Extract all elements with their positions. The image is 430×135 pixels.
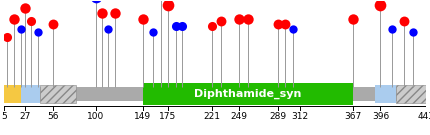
Text: 56: 56 [48, 112, 59, 122]
Text: 249: 249 [230, 112, 248, 122]
Text: 367: 367 [344, 112, 361, 122]
Bar [4, 87, 426, 101]
Point [111, 12, 118, 14]
Text: 221: 221 [204, 112, 221, 122]
Point [10, 17, 17, 20]
Point [274, 23, 281, 25]
Point [172, 25, 179, 28]
Point [28, 20, 35, 22]
Point [105, 28, 112, 30]
Text: 27: 27 [20, 112, 31, 122]
Bar [143, 83, 353, 105]
Point [4, 36, 11, 38]
Text: 396: 396 [372, 112, 389, 122]
Point [17, 28, 24, 30]
Point [22, 7, 29, 9]
Point [179, 25, 186, 28]
Point [217, 20, 224, 22]
Point [289, 28, 296, 30]
Bar [375, 85, 396, 103]
Point [139, 17, 146, 20]
Point [164, 4, 171, 6]
Text: Diphthamide_syn: Diphthamide_syn [194, 89, 301, 99]
Text: 443: 443 [417, 112, 430, 122]
Point [50, 23, 57, 25]
Point [236, 17, 243, 20]
Bar [21, 85, 40, 103]
Text: 149: 149 [134, 112, 151, 122]
Point [99, 12, 106, 14]
Text: 175: 175 [159, 112, 176, 122]
Point [410, 31, 417, 33]
Text: 312: 312 [291, 112, 308, 122]
Bar [4, 85, 21, 103]
Point [282, 23, 289, 25]
Point [150, 31, 157, 33]
Text: 289: 289 [269, 112, 286, 122]
Point [34, 31, 41, 33]
Text: 5: 5 [1, 112, 7, 122]
Point [400, 20, 407, 22]
Point [244, 17, 251, 20]
Point [349, 17, 356, 20]
Point [389, 28, 396, 30]
Bar [40, 85, 77, 103]
Text: 100: 100 [87, 112, 104, 122]
Bar [396, 85, 426, 103]
Point [377, 4, 384, 6]
Point [209, 25, 215, 28]
